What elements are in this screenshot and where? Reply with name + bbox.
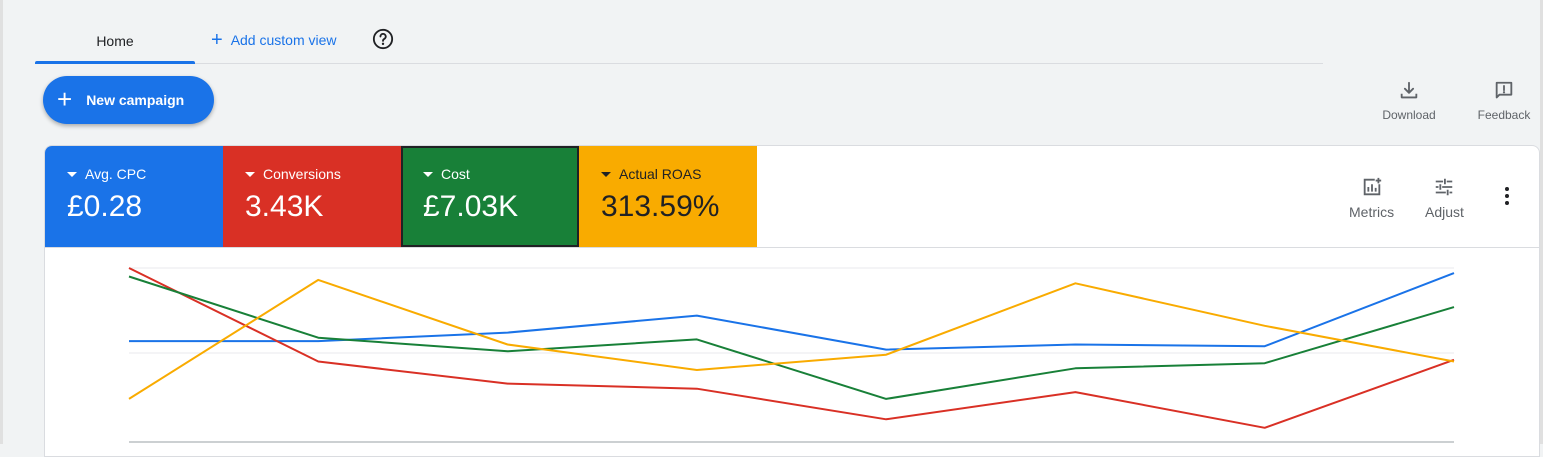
metric-label-row: Cost [423,166,557,182]
series-line-2 [128,275,1455,400]
add-custom-view-button[interactable]: + Add custom view [211,18,337,61]
metric-tile-cost[interactable]: Cost £7.03K [401,146,579,247]
metric-tile-avg-cpc[interactable]: Avg. CPC £0.28 [45,146,223,247]
feedback-button[interactable]: Feedback [1469,80,1539,122]
download-button[interactable]: Download [1374,80,1444,122]
adjust-label: Adjust [1425,204,1464,220]
plus-icon: + [211,28,223,51]
metric-value: 313.59% [601,190,720,223]
metric-label-row: Actual ROAS [601,166,735,182]
metric-tile-conversions[interactable]: Conversions 3.43K [223,146,401,247]
metric-tile-actual-roas[interactable]: Actual ROAS 313.59% [579,146,757,247]
dropdown-arrow-icon [601,171,611,177]
add-custom-view-label: Add custom view [230,31,337,48]
metrics-label: Metrics [1349,204,1395,220]
metrics-icon [1363,177,1381,196]
adjust-icon [1436,178,1453,196]
metric-value: £7.03K [423,190,519,223]
more-options-icon[interactable] [1497,184,1517,208]
metric-label-row: Conversions [245,166,379,182]
feedback-label: Feedback [1477,108,1531,122]
metric-label-row: Avg. CPC [67,166,201,182]
new-campaign-label: New campaign [86,92,185,108]
tab-active-indicator [35,61,195,64]
adjust-button[interactable]: Adjust [1425,176,1464,220]
metric-tiles: Avg. CPC £0.28 Conversions 3.43K Cost £7… [45,146,757,247]
new-campaign-button[interactable]: + New campaign [43,76,214,124]
metric-label: Cost [441,166,470,182]
metrics-button[interactable]: Metrics [1349,176,1394,220]
metric-label: Avg. CPC [85,166,147,182]
performance-card: Avg. CPC £0.28 Conversions 3.43K Cost £7… [44,145,1540,457]
help-icon[interactable] [372,28,394,50]
metric-value: 3.43K [245,190,324,223]
metric-value: £0.28 [67,190,143,223]
metric-label: Conversions [263,166,341,182]
download-icon [1400,81,1418,99]
dropdown-arrow-icon [423,171,433,177]
download-label: Download [1382,108,1436,122]
series-line-3 [128,278,1455,400]
right-edge [1540,0,1543,444]
view-tabs: Home + Add custom view [35,18,1323,64]
dropdown-arrow-icon [67,171,77,177]
series-line-1 [128,267,1455,429]
divider [45,247,1539,248]
plus-icon: + [57,84,73,114]
tab-home-label: Home [96,32,134,49]
dropdown-arrow-icon [245,171,255,177]
line-chart [128,267,1455,443]
metric-label: Actual ROAS [619,166,702,182]
left-edge [0,0,3,444]
feedback-icon [1495,81,1513,99]
tab-home[interactable]: Home [35,18,195,64]
